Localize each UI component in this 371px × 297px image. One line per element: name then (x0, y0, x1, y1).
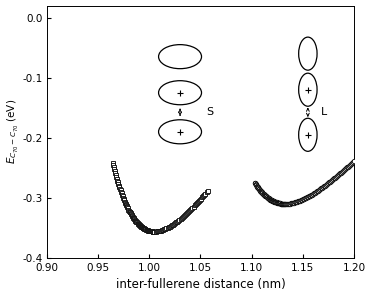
Text: S: S (207, 107, 214, 117)
Text: L: L (321, 107, 328, 117)
Y-axis label: $E_{C_{70}-C_{70}}$ (eV): $E_{C_{70}-C_{70}}$ (eV) (6, 99, 21, 165)
X-axis label: inter-fullerene distance (nm): inter-fullerene distance (nm) (116, 279, 285, 291)
